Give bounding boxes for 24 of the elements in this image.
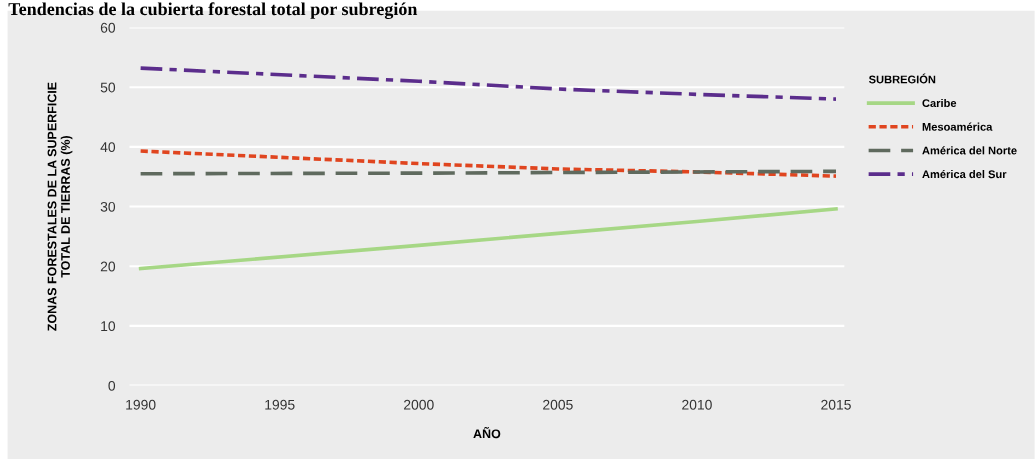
x-tick-label: 2015 bbox=[821, 399, 851, 410]
y-tick-label: 10 bbox=[101, 321, 116, 332]
legend-label: Caribe bbox=[922, 98, 957, 108]
y-tick-label: 30 bbox=[100, 201, 116, 212]
line-series bbox=[138, 207, 838, 271]
x-tick-label: 2005 bbox=[543, 399, 573, 410]
y-tick-label: 50 bbox=[100, 82, 116, 93]
line-series bbox=[138, 66, 838, 101]
y-tick-label: 20 bbox=[100, 261, 116, 272]
legend-title: SUBREGIÓN bbox=[868, 73, 936, 84]
chart-title: Tendencias de la cubierta forestal total por subregión bbox=[8, 2, 418, 19]
y-tick-label: 0 bbox=[108, 380, 116, 391]
line-series bbox=[138, 149, 838, 178]
x-tick-label: 2000 bbox=[404, 399, 434, 410]
legend-label: Mesoamérica bbox=[922, 122, 993, 131]
y-tick-label: 60 bbox=[100, 22, 116, 33]
x-tick-label: 2010 bbox=[682, 399, 712, 410]
y-tick-label: 40 bbox=[100, 142, 116, 153]
x-tick-label: 1990 bbox=[126, 399, 156, 410]
y-axis-title: ZONAS FORESTALES DE LA SUPERFICIE TOTAL DE TIERRAS (%) bbox=[47, 82, 73, 331]
legend-label: América del Sur bbox=[922, 169, 1007, 179]
legend-label: América del Norte bbox=[922, 146, 1017, 155]
x-axis-title: AÑO bbox=[473, 426, 501, 439]
x-tick-label: 1995 bbox=[265, 399, 295, 410]
